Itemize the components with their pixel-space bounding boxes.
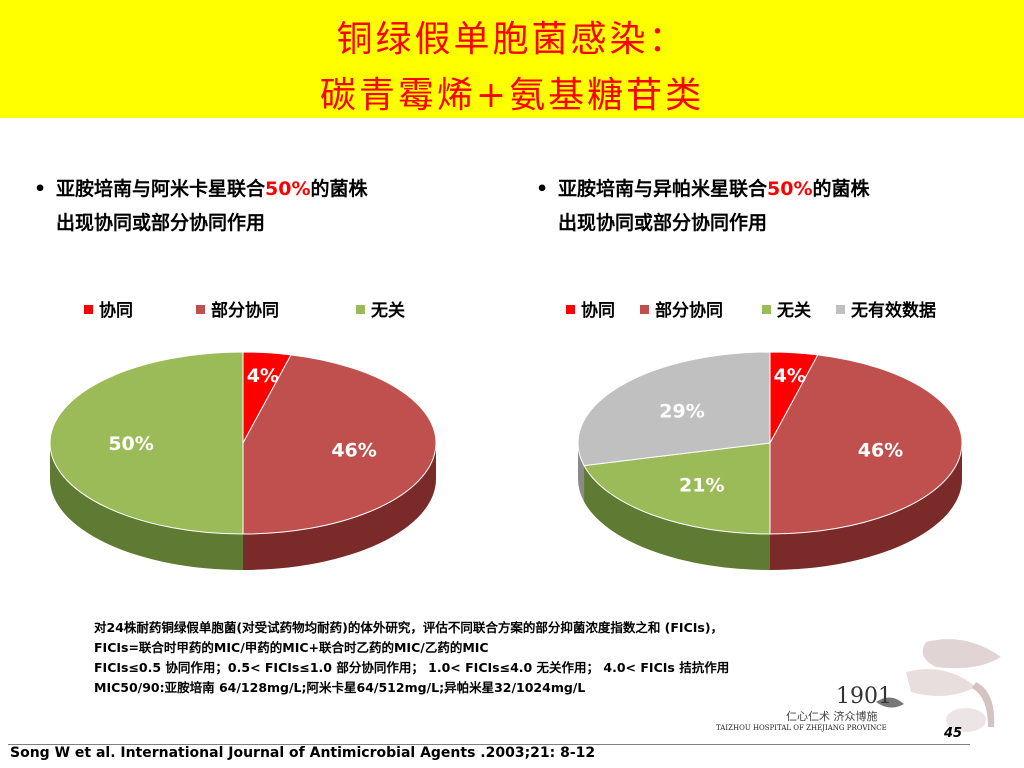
logo-hospital-name: TAIZHOU HOSPITAL OF ZHEJIANG PROVINCE: [716, 724, 887, 732]
left-bullet-highlight: 50%: [265, 178, 311, 200]
left-bullet: • 亚胺培南与阿米卡星联合50%的菌株 出现协同或部分协同作用: [34, 172, 368, 240]
legend-swatch: [84, 305, 93, 314]
legend-label: 无关: [777, 301, 811, 321]
left-pie-chart: 4% 46% 50%: [49, 351, 437, 570]
pie-data-label: 50%: [108, 433, 153, 455]
logo-year: 1901: [836, 684, 892, 709]
pie-slice: [49, 351, 244, 535]
left-bullet-post: 的菌株: [310, 178, 368, 200]
legend-item-indifferent: 无关: [762, 296, 811, 321]
legend-label: 协同: [99, 301, 133, 321]
bullet-dot: •: [536, 178, 549, 200]
right-bullet-line2: 出现协同或部分协同作用: [558, 212, 768, 234]
legend-item-partial: 部分协同: [640, 296, 723, 321]
pie-side-wall: [578, 443, 585, 502]
footer-divider: [8, 744, 970, 745]
lotus-icon: [876, 639, 1001, 732]
legend-label: 部分协同: [655, 301, 723, 321]
pie-side-wall: [50, 443, 243, 570]
legend-item-no-data: 无有效数据: [836, 296, 936, 321]
legend-swatch: [356, 305, 365, 314]
right-legend: 协同 部分协同 无关 无有效数据: [566, 296, 976, 322]
left-bullet-pre: 亚胺培南与阿米卡星联合: [56, 178, 266, 200]
legend-label: 无有效数据: [851, 301, 936, 321]
right-bullet-post: 的菌株: [812, 178, 870, 200]
legend-label: 协同: [581, 301, 615, 321]
hospital-logo: 1901 仁心仁术 济众博施 TAIZHOU HOSPITAL OF ZHEJI…: [676, 632, 1016, 742]
pie-side-wall: [770, 443, 962, 570]
legend-item-partial: 部分协同: [196, 296, 279, 321]
pie-side-wall: [243, 443, 436, 570]
pie-data-label: 46%: [331, 440, 376, 462]
note-line: 对24株耐药铜绿假单胞菌(对受试药物均耐药)的体外研究，评估不同联合方案的部分抑…: [94, 620, 724, 635]
pie-slice: [583, 442, 771, 535]
left-bullet-line2: 出现协同或部分协同作用: [56, 212, 266, 234]
pie-slice: [577, 351, 771, 467]
pie-data-label: 46%: [858, 440, 903, 462]
title-bar: 铜绿假单胞菌感染： 碳青霉烯+氨基糖苷类: [0, 0, 1024, 118]
pie-data-label: 4%: [774, 365, 806, 387]
note-line: FICIs≤0.5 协同作用；0.5< FICIs≤1.0 部分协同作用； 1.…: [94, 660, 730, 675]
pie-slice: [242, 354, 437, 535]
pie-data-label: 21%: [679, 475, 724, 497]
right-bullet-pre: 亚胺培南与异帕米星联合: [558, 178, 768, 200]
legend-swatch: [762, 305, 771, 314]
right-bullet-highlight: 50%: [767, 178, 813, 200]
legend-label: 无关: [371, 301, 405, 321]
title-line-2: 碳青霉烯+氨基糖苷类: [319, 75, 705, 116]
bullet-dot: •: [34, 178, 47, 200]
legend-swatch: [836, 305, 845, 314]
legend-swatch: [196, 305, 205, 314]
note-line: MIC50/90:亚胺培南 64/128mg/L;阿米卡星64/512mg/L;…: [94, 680, 586, 695]
title-line-1: 铜绿假单胞菌感染：: [336, 19, 688, 60]
note-line: FICIs=联合时甲药的MIC/甲药的MIC+联合时乙药的MIC/乙药的MIC: [94, 640, 489, 655]
pie-data-label: 4%: [247, 365, 279, 387]
right-pie-chart: 4% 46% 21% 29%: [577, 351, 963, 570]
legend-label: 部分协同: [211, 301, 279, 321]
pie-slice: [769, 354, 963, 535]
left-legend: 协同 部分协同 无关: [84, 296, 444, 322]
legend-swatch: [640, 305, 649, 314]
right-bullet: • 亚胺培南与异帕米星联合50%的菌株 出现协同或部分协同作用: [536, 172, 870, 240]
legend-item-indifferent: 无关: [356, 296, 405, 321]
pie-data-label: 29%: [659, 401, 704, 423]
pie-side-wall: [584, 465, 770, 570]
study-notes: 对24株耐药铜绿假单胞菌(对受试药物均耐药)的体外研究，评估不同联合方案的部分抑…: [94, 618, 934, 698]
legend-item-synergy: 协同: [84, 296, 133, 321]
citation: Song W et al. International Journal of A…: [10, 745, 596, 761]
page-number: 45: [944, 726, 963, 741]
legend-swatch: [566, 305, 575, 314]
logo-motto: 仁心仁术 济众博施: [786, 710, 878, 723]
legend-item-synergy: 协同: [566, 296, 615, 321]
